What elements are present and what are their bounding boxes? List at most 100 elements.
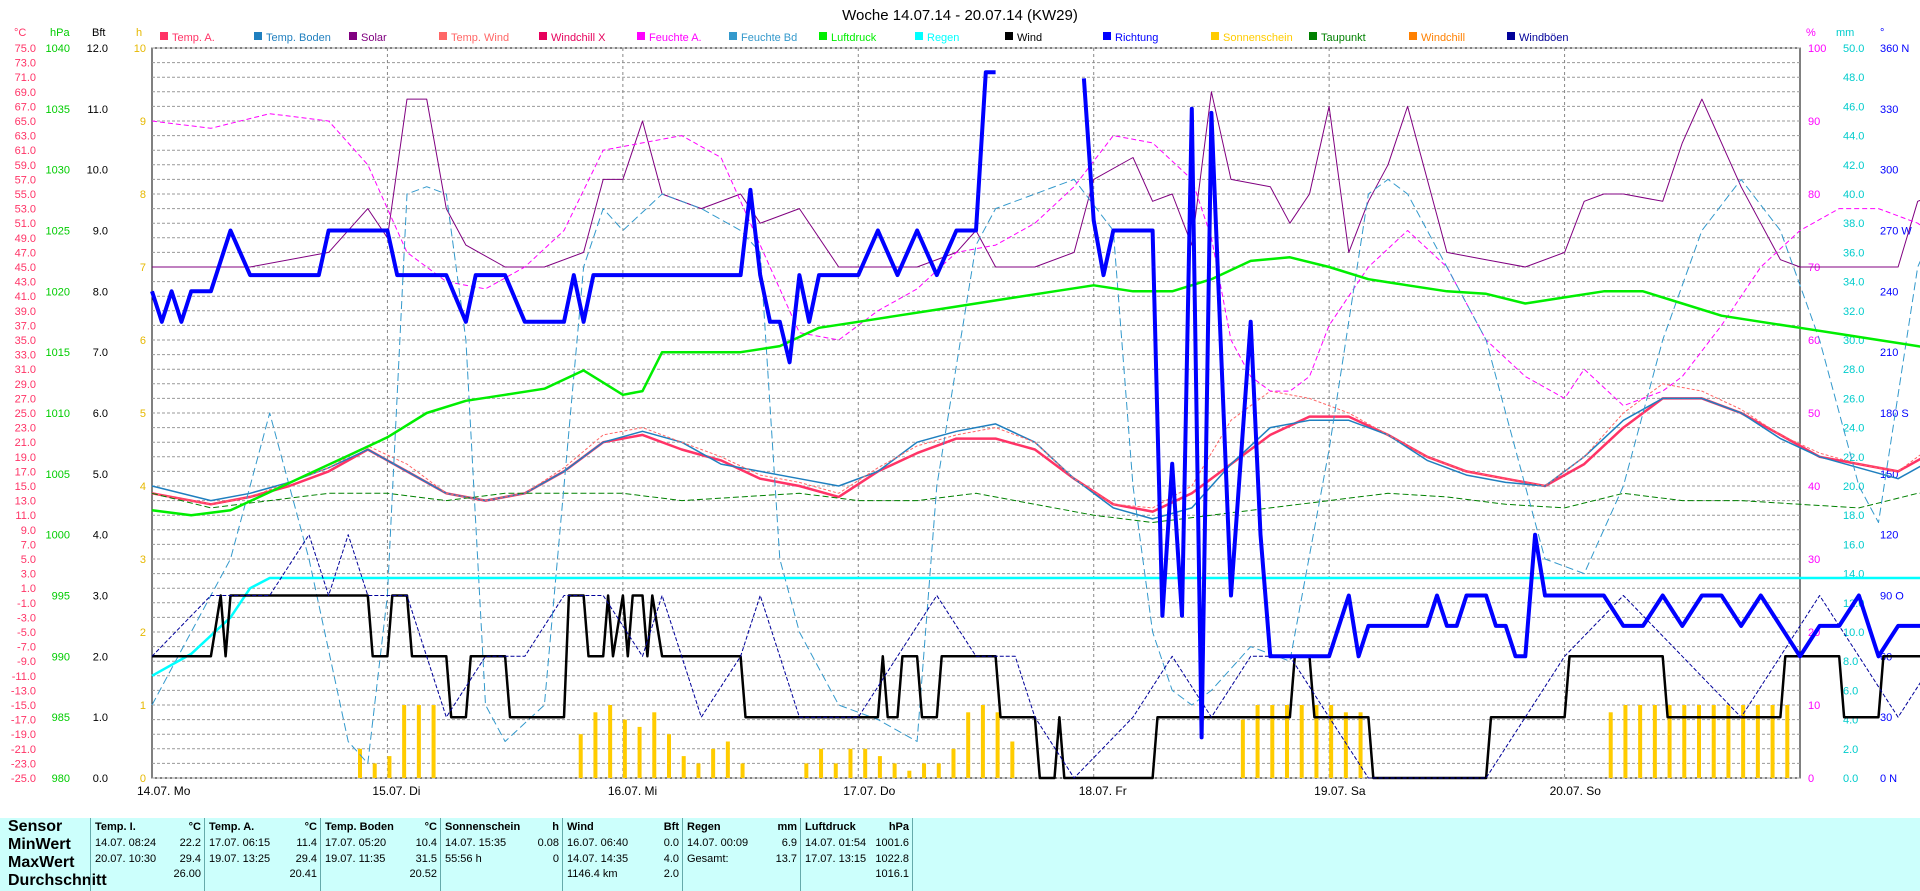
row-labels: Sensor MinWert MaxWert Durchschnitt: [8, 818, 107, 891]
h-tick: 4: [140, 481, 146, 493]
legend-label: Taupunkt: [1321, 32, 1366, 44]
mm-tick: 18.0: [1843, 510, 1864, 522]
temp-tick: 73.0: [15, 58, 36, 70]
stats-cell-label: 14.07. 08:24: [95, 837, 157, 849]
temp-tick: 65.0: [15, 116, 36, 128]
sunshine-bar: [358, 748, 362, 778]
hpa-tick: 990: [52, 651, 70, 663]
legend-swatch: [254, 32, 262, 40]
sunshine-bar: [1711, 705, 1716, 778]
sunshine-bar: [1285, 705, 1289, 778]
h-tick: 8: [140, 189, 146, 201]
sunshine-bar: [877, 756, 882, 778]
dir-tick: 330: [1880, 104, 1898, 116]
legend-swatch: [1005, 32, 1013, 40]
stats-cell-label: 20.07. 10:30: [95, 852, 157, 865]
sunshine-bar: [725, 741, 730, 778]
stats-col-temp-a-: Temp. A. °C 17.07. 06:15 11.4 19.07. 13:25 29…: [204, 818, 321, 891]
legend-swatch: [160, 32, 168, 40]
sunshine-bar: [848, 748, 853, 778]
sunshine-bar: [1255, 705, 1260, 778]
row-label-min: MinWert: [8, 836, 71, 853]
sunshine-bar: [1667, 705, 1672, 778]
series-windb-en: [151, 534, 1920, 779]
mm-tick: 6.0: [1843, 685, 1858, 697]
stats-unit: h: [552, 821, 559, 833]
sunshine-bar: [1010, 741, 1015, 778]
bft-tick: 9.0: [93, 226, 108, 238]
temp-tick: 75.0: [15, 43, 36, 55]
sunshine-bar: [387, 756, 392, 778]
sunshine-bars: [358, 705, 1790, 778]
sunshine-bar: [431, 705, 436, 778]
mm-tick: 8.0: [1843, 656, 1858, 668]
legend-label: Sonnenschein: [1223, 32, 1293, 44]
dir-tick: 210: [1880, 347, 1898, 359]
legend-label: Temp. Boden: [266, 32, 331, 44]
legend-swatch: [539, 32, 547, 40]
temp-tick: -17.0: [11, 715, 36, 727]
row-label-max: MaxWert: [8, 854, 75, 871]
temp-tick: -19.0: [11, 729, 36, 741]
temp-tick: 15.0: [15, 481, 36, 493]
pct-tick: 60: [1808, 335, 1820, 347]
series-temp-boden: [151, 397, 1920, 520]
pct-tick: 40: [1808, 481, 1820, 493]
legend-swatch: [1409, 32, 1417, 40]
sunshine-bar: [402, 705, 407, 778]
series-temp-wind: [151, 383, 1920, 509]
temp-tick: 39.0: [15, 306, 36, 318]
hpa-tick: 1020: [46, 286, 70, 298]
temp-tick: -23.0: [11, 758, 36, 770]
day-label: 14.07. Mo: [137, 784, 191, 798]
mm-tick: 34.0: [1843, 277, 1864, 289]
stats-cell-value: 22.2: [179, 837, 201, 849]
sunshine-bar: [907, 770, 912, 778]
sunshine-bar: [681, 756, 686, 778]
legend-label: Windchill: [1421, 32, 1465, 44]
temp-tick: 17.0: [15, 466, 36, 478]
sunshine-bar: [740, 763, 745, 778]
stats-unit: °C: [424, 821, 437, 833]
stats-cell-value: 1016.1: [875, 868, 909, 880]
stats-cell-label: 14.07. 15:35: [445, 837, 507, 849]
series-richtung: [1081, 78, 1920, 740]
unit-label: hPa: [50, 27, 70, 39]
dir-tick: 0 N: [1880, 773, 1897, 785]
mm-tick: 40.0: [1843, 189, 1864, 201]
day-label: 20.07. So: [1550, 784, 1602, 798]
legend-swatch: [819, 32, 827, 40]
bft-tick: 10.0: [87, 165, 108, 177]
temp-tick: 57.0: [15, 174, 36, 186]
pct-tick: 70: [1808, 262, 1820, 274]
legend-label: Wind: [1017, 32, 1042, 44]
stats-cell-label: 19.07. 11:35: [325, 852, 386, 865]
mm-tick: 42.0: [1843, 160, 1864, 172]
mm-tick: 10.0: [1843, 627, 1864, 639]
legend-swatch: [439, 32, 447, 40]
hpa-tick: 1030: [46, 165, 70, 177]
stats-head: Temp. A.: [209, 821, 255, 833]
stats-cell-label: 1146.4 km: [567, 868, 618, 880]
temp-tick: 41.0: [15, 291, 36, 303]
stats-panel: Sensor MinWert MaxWert Durchschnitt Temp…: [0, 818, 1920, 891]
stats-head: Luftdruck: [805, 821, 856, 833]
legend-swatch: [915, 32, 923, 40]
temp-tick: 63.0: [15, 131, 36, 143]
bft-tick: 1.0: [93, 712, 108, 724]
stats-divider: [912, 818, 913, 891]
legend-label: Solar: [361, 32, 387, 44]
bft-tick: 3.0: [93, 591, 108, 603]
row-label-sensor: Sensor: [8, 818, 63, 835]
sunshine-bar: [711, 748, 716, 778]
stats-cell-value: 20.52: [409, 868, 437, 880]
temp-tick: 43.0: [15, 277, 36, 289]
temp-tick: -9.0: [17, 656, 36, 668]
stats-cell-value: 31.5: [415, 852, 437, 865]
temp-tick: -5.0: [17, 627, 36, 639]
series-luftdruck: [151, 256, 1920, 517]
stats-cell-value: 26.00: [173, 868, 201, 880]
stats-cell-value: 13.7: [775, 852, 797, 865]
temp-tick: -11.0: [12, 671, 36, 683]
h-tick: 5: [140, 408, 146, 420]
